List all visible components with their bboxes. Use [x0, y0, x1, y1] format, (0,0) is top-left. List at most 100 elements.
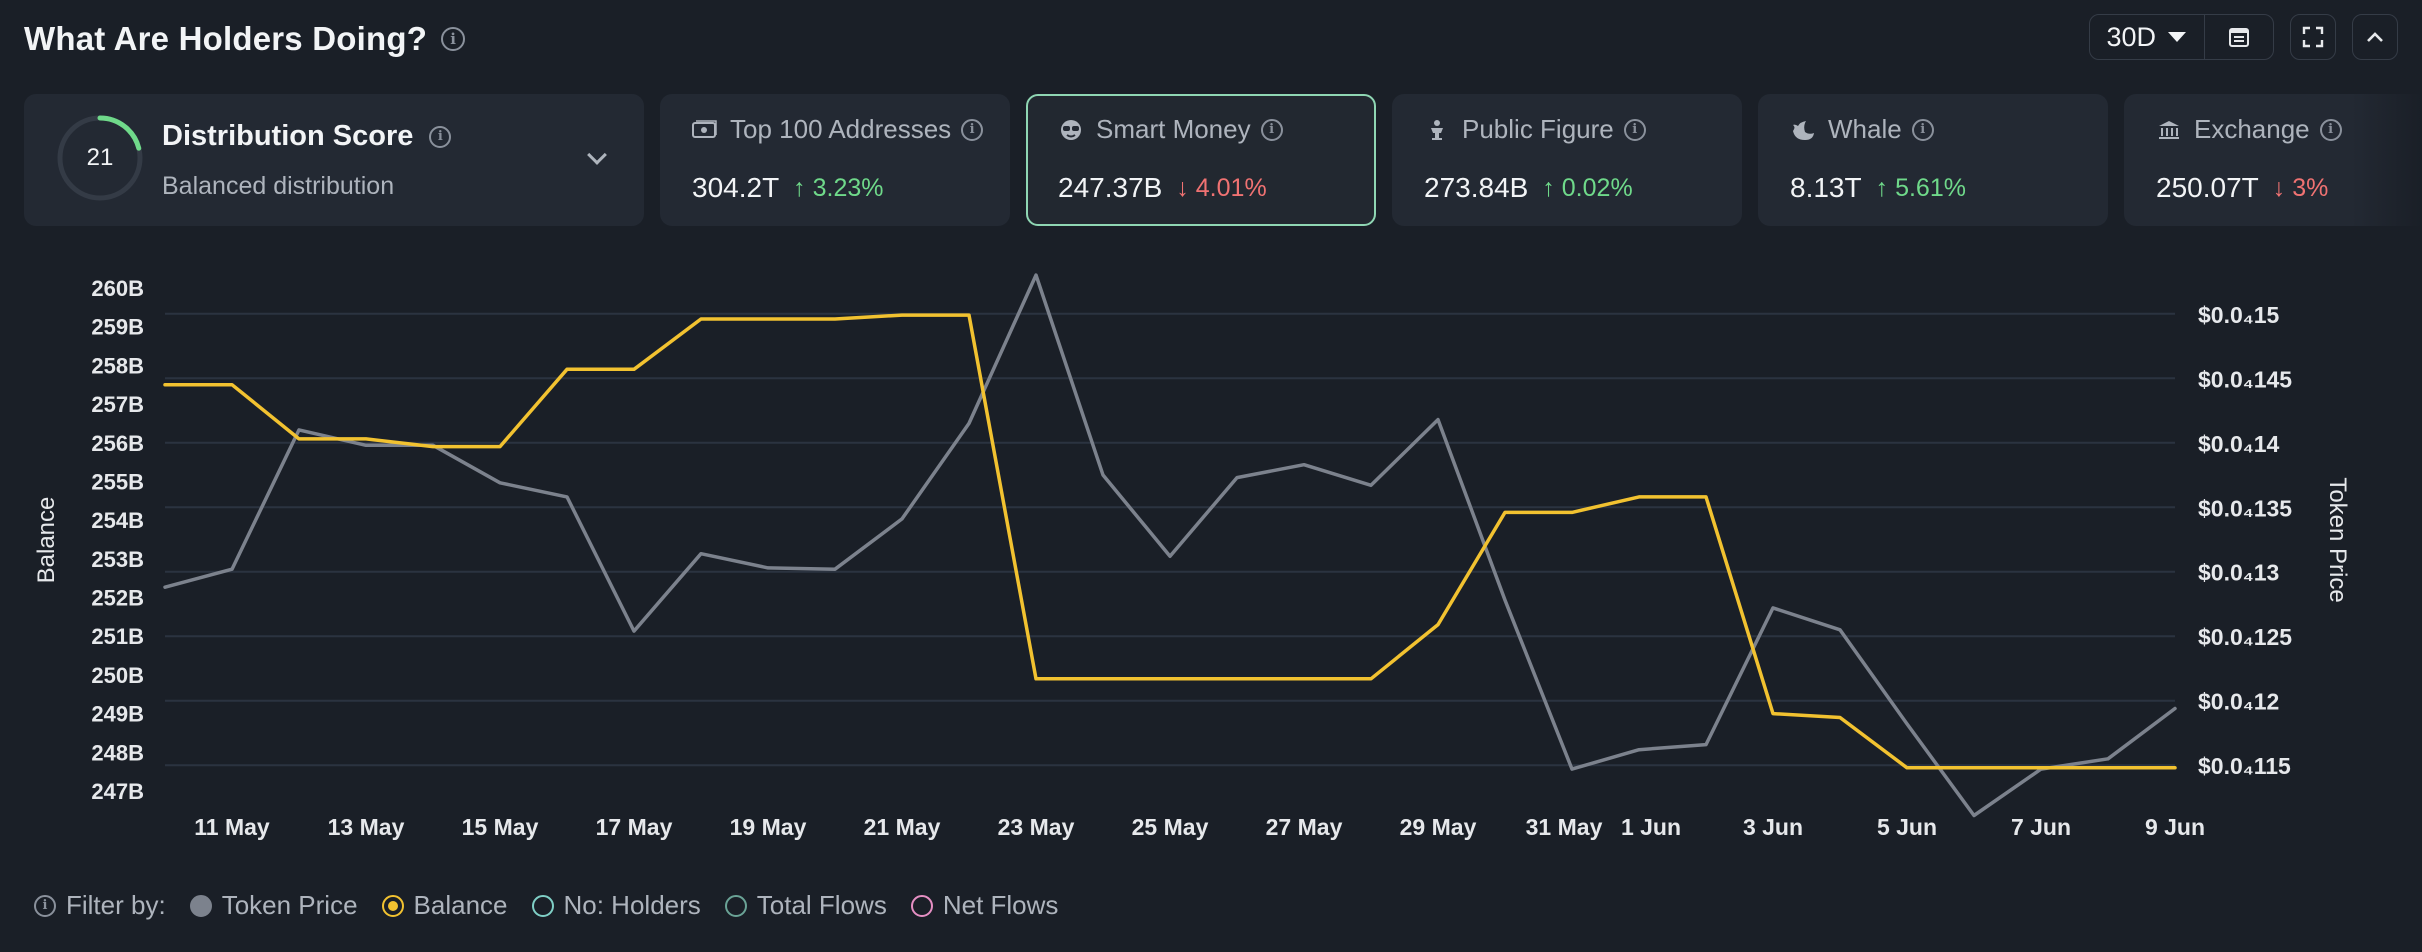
y2-tick-label: $0.0₄15	[2198, 302, 2280, 328]
y2-tick-label: $0.0₄13	[2198, 560, 2279, 586]
period-label: 30D	[2106, 21, 2156, 52]
x-tick-label: 11 May	[194, 814, 270, 840]
chevron-up-icon	[2367, 32, 2383, 42]
arrow-up-icon: ↑	[793, 173, 806, 202]
x-tick-label: 29 May	[1400, 814, 1477, 840]
y-tick-label: 252B	[91, 586, 144, 611]
y2-tick-label: $0.0₄115	[2198, 753, 2291, 779]
card-title-text: Exchange	[2194, 114, 2310, 144]
info-icon[interactable]: i	[429, 125, 452, 148]
x-tick-label: 19 May	[730, 814, 807, 840]
legend-item-label: No: Holders	[563, 890, 701, 920]
balance-dot	[381, 894, 404, 917]
x-tick-label: 17 May	[596, 814, 673, 840]
filter-label: i Filter by:	[34, 890, 166, 921]
x-tick-label: 23 May	[998, 814, 1075, 840]
y2-tick-label: $0.0₄135	[2198, 495, 2292, 521]
y-tick-label: 257B	[91, 392, 144, 417]
card-public-figure[interactable]: Public Figure i 273.84B ↑ 0.02%	[1392, 94, 1742, 226]
y-tick-label: 259B	[91, 315, 144, 340]
y2-tick-label: $0.0₄145	[2198, 366, 2292, 392]
money-icon	[692, 117, 718, 143]
legend-item-label: Total Flows	[756, 890, 887, 920]
whale-icon	[1790, 117, 1816, 143]
score-value: 21	[86, 144, 114, 171]
legend-item-total-flows[interactable]: Total Flows	[724, 890, 887, 921]
info-icon[interactable]: i	[34, 894, 56, 917]
x-tick-label: 7 Jun	[2011, 814, 2071, 840]
card-whale[interactable]: Whale i 8.13T ↑ 5.61%	[1758, 94, 2108, 226]
period-selector: 30D	[2089, 14, 2274, 60]
info-icon[interactable]: i	[1623, 118, 1646, 141]
x-tick-label: 1 Jun	[1621, 814, 1681, 840]
y-tick-label: 249B	[91, 702, 144, 727]
x-tick-label: 27 May	[1266, 814, 1343, 840]
distribution-title: Distribution Score i	[162, 120, 452, 153]
calendar-button[interactable]	[2205, 15, 2273, 59]
card-title: Smart Money i	[1058, 114, 1283, 145]
card-title-text: Top 100 Addresses	[730, 114, 952, 144]
fullscreen-button[interactable]	[2290, 14, 2336, 60]
distribution-subtitle: Balanced distribution	[162, 172, 395, 200]
holders-dot	[531, 894, 554, 917]
card-title: Exchange i	[2156, 114, 2342, 145]
y2-axis-title: Token Price	[2324, 477, 2351, 602]
y-axis-title: Balance	[33, 497, 60, 584]
collapse-button[interactable]	[2352, 14, 2398, 60]
y-tick-label: 248B	[91, 740, 144, 765]
y2-tick-label: $0.0₄125	[2198, 624, 2292, 650]
calendar-icon	[2229, 27, 2249, 47]
legend-item-holders[interactable]: No: Holders	[531, 890, 701, 921]
period-dropdown[interactable]: 30D	[2090, 15, 2205, 59]
info-icon[interactable]: i	[441, 27, 466, 51]
y-tick-label: 254B	[91, 508, 144, 533]
y-tick-label: 247B	[91, 779, 144, 804]
legend-item-net-flows[interactable]: Net Flows	[910, 890, 1058, 921]
chevron-down-icon[interactable]	[587, 145, 607, 165]
legend-item-balance[interactable]: Balance	[381, 890, 508, 921]
arrow-up-icon: ↑	[1875, 173, 1889, 202]
card-title: Whale i	[1790, 114, 1934, 145]
info-icon[interactable]: i	[2319, 118, 2342, 141]
card-exchange[interactable]: Exchange i 250.07T ↓ 3%	[2124, 94, 2422, 226]
score-gauge	[57, 115, 143, 201]
card-value-row: 273.84B ↑ 0.02%	[1424, 172, 1633, 204]
change-value: 4.01%	[1195, 173, 1267, 202]
header: What Are Holders Doing? i 30D	[24, 14, 2398, 64]
change-value: 5.61%	[1895, 173, 1966, 202]
card-value: 250.07T	[2156, 172, 2259, 203]
filter-label-text: Filter by:	[66, 890, 166, 920]
legend-item-label: Balance	[413, 890, 508, 920]
change-down: ↓ 3%	[2273, 174, 2329, 203]
x-tick-label: 3 Jun	[1743, 814, 1803, 840]
x-tick-label: 13 May	[328, 814, 405, 840]
expand-icon	[2302, 26, 2324, 48]
distribution-title-text: Distribution Score	[162, 120, 414, 152]
y-tick-label: 260B	[91, 276, 144, 301]
card-top-100-addresses[interactable]: Top 100 Addresses i 304.2T ↑ 3.23%	[660, 94, 1010, 226]
info-icon[interactable]: i	[961, 118, 984, 141]
x-tick-label: 25 May	[1132, 814, 1209, 840]
change-down: ↓ 4.01%	[1176, 174, 1266, 203]
info-icon[interactable]: i	[1260, 118, 1283, 141]
holders-chart[interactable]: $0.0₄15 $0.0₄145 $0.0₄14 $0.0₄135 $0.0₄13 $0.…	[0, 262, 2422, 862]
card-smart-money[interactable]: Smart Money i 247.37B ↓ 4.01%	[1026, 94, 1376, 226]
total-flows-dot	[724, 894, 747, 917]
holder-cards: 21 Distribution Score i Balanced distrib…	[24, 94, 2422, 228]
y-tick-label: 251B	[91, 624, 144, 649]
change-value: 0.02%	[1561, 173, 1633, 202]
info-icon[interactable]: i	[1911, 118, 1934, 141]
page-title: What Are Holders Doing?	[24, 20, 428, 57]
arrow-down-icon: ↓	[2272, 173, 2286, 202]
chart-filter-legend: i Filter by: Token Price Balance No: Hol…	[34, 890, 1058, 921]
distribution-score-card[interactable]: 21 Distribution Score i Balanced distrib…	[24, 94, 644, 226]
y-tick-label: 250B	[91, 663, 144, 688]
cards-fade	[2352, 94, 2422, 228]
legend-item-token-price[interactable]: Token Price	[189, 890, 358, 921]
change-up: ↑ 5.61%	[1876, 174, 1966, 203]
card-value-row: 247.37B ↓ 4.01%	[1058, 172, 1267, 204]
card-value: 304.2T	[692, 172, 780, 203]
card-value-row: 304.2T ↑ 3.23%	[692, 172, 884, 204]
token-price-dot	[189, 894, 212, 917]
arrow-up-icon: ↑	[1542, 173, 1555, 202]
